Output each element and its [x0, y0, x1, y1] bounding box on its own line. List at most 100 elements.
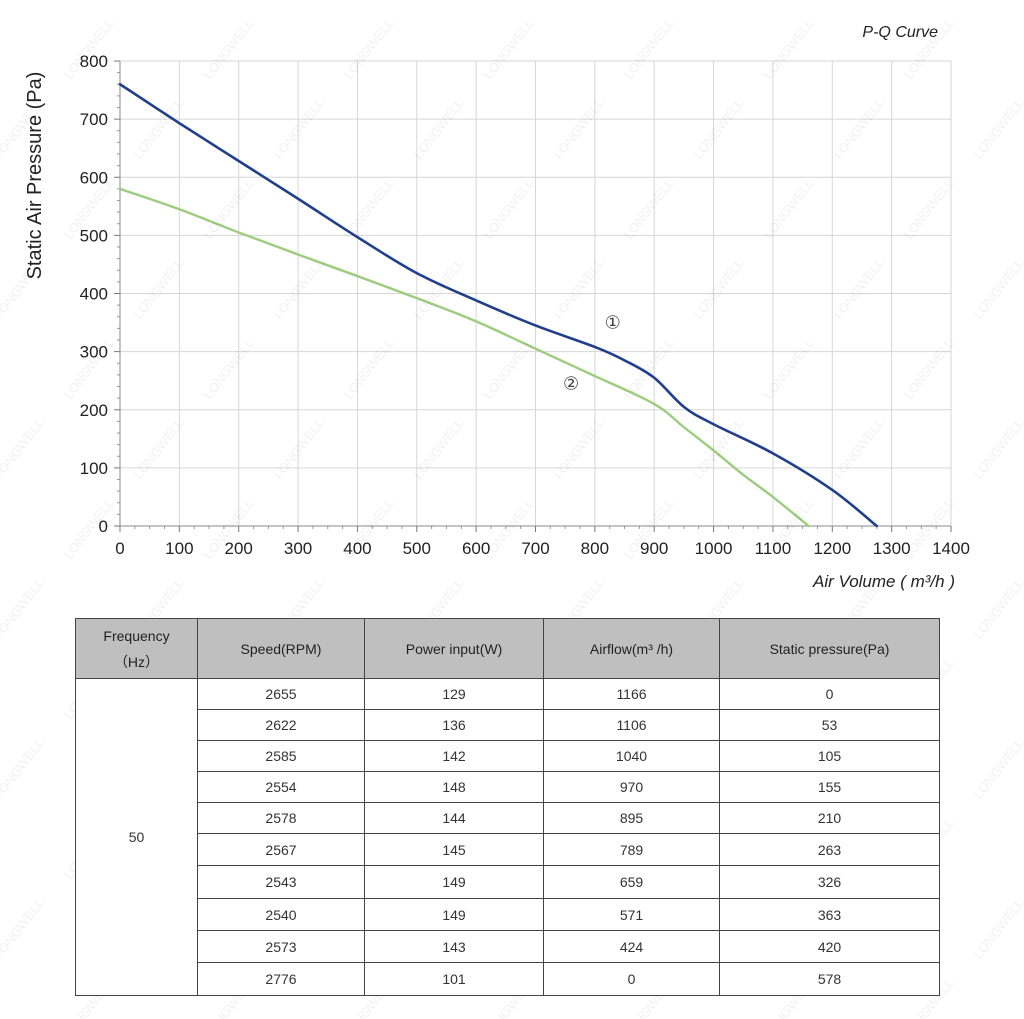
cell-airflow: 1040: [543, 740, 720, 772]
cell-pressure: 53: [719, 709, 940, 741]
table-row: 2567 145 789 263: [76, 833, 940, 866]
chart-axes: [114, 60, 952, 532]
cell-power: 149: [364, 898, 544, 931]
cell-speed: 2554: [197, 771, 365, 803]
cell-speed: 2776: [197, 962, 365, 996]
header-frequency-line1: Frequency: [103, 627, 170, 644]
cell-frequency: 50: [75, 678, 198, 996]
x-tick-label: 1400: [932, 539, 970, 558]
performance-table: Frequency （Hz） Speed(RPM) Power input(W)…: [75, 618, 940, 996]
header-airflow: Airflow(m³ /h): [543, 618, 720, 679]
cell-pressure: 155: [719, 771, 940, 803]
series-annotation-2: ②: [563, 373, 579, 394]
cell-power: 136: [364, 709, 544, 741]
x-tick-label: 1300: [873, 539, 911, 558]
chart-grid: [120, 60, 952, 526]
cell-airflow: 424: [543, 930, 720, 963]
x-tick-label: 200: [225, 539, 253, 558]
table-row: 2578 144 895 210: [76, 802, 940, 834]
y-tick-label: 300: [80, 343, 108, 362]
x-tick-label: 900: [640, 539, 668, 558]
cell-airflow: 571: [543, 898, 720, 931]
cell-airflow: 895: [543, 802, 720, 834]
cell-power: 143: [364, 930, 544, 963]
header-speed: Speed(RPM): [197, 618, 365, 679]
series-line-1: [118, 82, 879, 528]
cell-airflow: 1106: [543, 709, 720, 741]
cell-pressure: 263: [719, 833, 940, 866]
cell-speed: 2578: [197, 802, 365, 834]
cell-power: 101: [364, 962, 544, 996]
y-tick-label: 200: [80, 401, 108, 420]
x-tick-label: 100: [165, 539, 193, 558]
y-tick-label: 0: [99, 517, 108, 536]
cell-airflow: 0: [543, 962, 720, 996]
x-tick-label: 1000: [695, 539, 733, 558]
cell-power: 142: [364, 740, 544, 772]
cell-pressure: 210: [719, 802, 940, 834]
header-frequency: Frequency （Hz）: [75, 618, 198, 679]
x-tick-label: 500: [403, 539, 431, 558]
cell-speed: 2540: [197, 898, 365, 931]
watermark-text: LONGWELL: [971, 896, 1024, 962]
header-power: Power input(W): [364, 618, 544, 679]
cell-power: 145: [364, 833, 544, 866]
table-body: 50 2655 129 1166 0 2622 136 1106 53 2585 142 1040 10…: [75, 678, 940, 996]
table-row: 2776 101 0 578: [76, 962, 940, 996]
cell-pressure: 420: [719, 930, 940, 963]
x-tick-label: 700: [521, 539, 549, 558]
cell-power: 129: [364, 678, 544, 710]
cell-power: 144: [364, 802, 544, 834]
x-tick-label: 1200: [813, 539, 851, 558]
y-tick-label: 800: [80, 52, 108, 71]
chart-labels: 0 100 200 300 400 500 600 700 800 900 1000 1100 1200…: [24, 24, 970, 591]
y-tick-label: 600: [80, 168, 108, 187]
table-row: 2622 136 1106 53: [76, 709, 940, 741]
cell-pressure: 105: [719, 740, 940, 772]
cell-pressure: 578: [719, 962, 940, 996]
cell-speed: 2585: [197, 740, 365, 772]
cell-speed: 2655: [197, 678, 365, 710]
cell-power: 149: [364, 865, 544, 899]
chart-title: P-Q Curve: [862, 24, 938, 41]
cell-pressure: 0: [719, 678, 940, 710]
cell-airflow: 789: [543, 833, 720, 866]
watermark-text: LONGWELL: [0, 896, 47, 962]
x-tick-label: 0: [115, 539, 124, 558]
x-tick-label: 300: [284, 539, 312, 558]
y-tick-label: 100: [80, 459, 108, 478]
pq-chart: 0 100 200 300 400 500 600 700 800 900 1000 1100 1200…: [24, 24, 970, 591]
watermark-text: LONGWELL: [971, 736, 1024, 802]
x-tick-label: 800: [581, 539, 609, 558]
table-row: 50 2655 129 1166 0: [75, 678, 940, 996]
cell-power: 148: [364, 771, 544, 803]
table-row: 2554 148 970 155: [76, 771, 940, 803]
x-tick-label: 1100: [755, 539, 792, 558]
header-pressure: Static pressure(Pa): [719, 618, 940, 679]
cell-speed: 2567: [197, 833, 365, 866]
y-tick-label: 700: [80, 110, 108, 129]
table-row: 2585 142 1040 105: [76, 740, 940, 772]
table-row: 2543 149 659 326: [76, 865, 940, 899]
series-line-2: [118, 187, 810, 528]
cell-speed: 2622: [197, 709, 365, 741]
x-axis-label: Air Volume ( m³/h ): [812, 572, 955, 591]
cell-airflow: 659: [543, 865, 720, 899]
cell-airflow: 970: [543, 771, 720, 803]
y-tick-label: 500: [80, 226, 108, 245]
cell-pressure: 326: [719, 865, 940, 899]
series-annotation-1: ①: [605, 312, 621, 333]
table-row: 2540 149 571 363: [76, 898, 940, 931]
y-tick-label: 400: [80, 285, 108, 304]
cell-speed: 2573: [197, 930, 365, 963]
header-frequency-line2: （Hz）: [113, 653, 160, 670]
x-tick-label: 600: [462, 539, 490, 558]
cell-speed: 2543: [197, 865, 365, 899]
x-tick-label: 400: [343, 539, 371, 558]
cell-airflow: 1166: [543, 678, 720, 710]
table-row: 2573 143 424 420: [76, 930, 940, 963]
table-header-row: Frequency （Hz） Speed(RPM) Power input(W)…: [75, 618, 940, 679]
watermark-text: LONGWELL: [0, 736, 47, 802]
cell-pressure: 363: [719, 898, 940, 931]
chart-series: [118, 82, 879, 528]
